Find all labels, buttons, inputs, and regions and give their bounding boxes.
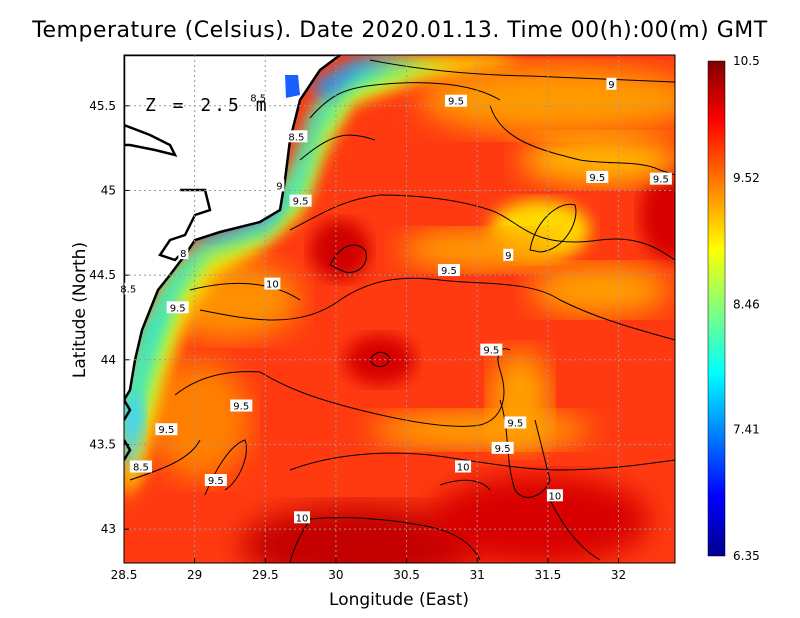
contour-label-bg: [480, 343, 503, 356]
plot-frame: [123, 54, 676, 564]
contour-label: 9.5: [158, 425, 174, 436]
contour-label: 9.5: [293, 197, 309, 208]
x-tick-label: 30.5: [393, 568, 420, 582]
depth-label: Z = 2.5 m: [145, 95, 270, 116]
contour-label-bg: [129, 460, 152, 473]
temperature-field: [124, 55, 675, 563]
contour-label: 10: [457, 462, 470, 473]
y-axis-title: Latitude (North): [70, 241, 90, 379]
contour-label: 9.5: [448, 97, 464, 108]
colorbar-label: 10.5: [733, 54, 760, 68]
x-ticks: 28.5 29 29.5 30 30.5 31 31.5 32: [111, 558, 626, 582]
contour-label: 8.5: [250, 93, 266, 104]
y-ticks: 43 43.5 44 44.5 45 45.5: [89, 99, 129, 536]
contour-label: 9.5: [653, 175, 669, 186]
x-axis-title: Longitude (East): [329, 590, 469, 610]
contour-label: 8: [180, 249, 186, 260]
contour-label-bg: [178, 247, 189, 260]
contour-labels: 9 9.5 9.5 9.5 8.5 8.5 9 9.5 8 8.5 9.5 10 9 9.5 9.5 9.5 9…: [117, 77, 672, 524]
colorbar-label: 9.52: [733, 171, 760, 185]
contour-label: 8.5: [288, 132, 304, 143]
contour-label: 9: [276, 181, 282, 192]
grid-lines: [124, 55, 675, 563]
x-tick-label: 29.5: [252, 568, 279, 582]
y-tick-label: 45: [101, 183, 116, 197]
contour-label-bg: [264, 277, 281, 290]
colorbar: [707, 60, 726, 557]
contour-label: 8.5: [133, 462, 149, 473]
contour-label-bg: [504, 416, 527, 429]
contour-label-bg: [166, 301, 189, 314]
contour-label-bg: [289, 194, 312, 207]
contour-label-bg: [455, 460, 472, 473]
contour-label: 10: [549, 491, 562, 502]
contour-label-bg: [606, 77, 617, 90]
x-tick-label: 28.5: [111, 568, 138, 582]
contour-label-bg: [586, 170, 609, 183]
contour-label-bg: [546, 489, 563, 502]
contour-label: 10: [266, 280, 279, 291]
contour-label: 9.5: [507, 418, 523, 429]
colorbar-label: 7.41: [733, 423, 760, 437]
contour-label: 9.5: [483, 346, 499, 357]
colorbar-labels: 10.5 9.52 8.46 7.41 6.35: [733, 54, 760, 563]
x-tick-label: 31.5: [534, 568, 561, 582]
contour-label: 9.5: [495, 444, 511, 455]
contour-label: 10: [296, 513, 309, 524]
contour-label-bg: [155, 423, 178, 436]
x-tick-label: 30: [328, 568, 343, 582]
contour-label-bg: [230, 399, 253, 412]
y-tick-label: 44.5: [89, 268, 116, 282]
contour-label: 9: [505, 251, 511, 262]
contour-label: 9.5: [233, 402, 249, 413]
x-tick-label: 29: [187, 568, 202, 582]
contour-label: 8.5: [120, 285, 136, 296]
contour-label: 9: [608, 80, 614, 91]
contour-label-bg: [204, 474, 227, 487]
contour-label-bg: [294, 511, 311, 524]
contour-label-bg: [649, 172, 672, 185]
contour-label-bg: [437, 264, 460, 277]
contour-label-bg: [503, 248, 514, 261]
contour-label: 9.5: [441, 266, 457, 277]
contour-label: 9.5: [208, 476, 224, 487]
y-tick-label: 44: [101, 353, 116, 367]
contour-label-bg: [247, 91, 270, 104]
contour-label: 9.5: [589, 173, 605, 184]
y-tick-label: 43.5: [89, 437, 116, 451]
contour-label-bg: [274, 179, 285, 192]
y-tick-label: 43: [101, 522, 116, 536]
y-tick-label: 45.5: [89, 99, 116, 113]
x-tick-label: 31: [470, 568, 485, 582]
colorbar-label: 8.46: [733, 297, 760, 311]
contour-label-bg: [117, 282, 140, 295]
contour-label-bg: [445, 94, 468, 107]
map-title: Temperature (Celsius). Date 2020.01.13. …: [32, 18, 768, 43]
colorbar-label: 6.35: [733, 549, 760, 563]
contour-label-bg: [285, 130, 308, 143]
contour-label-bg: [491, 441, 514, 454]
x-tick-label: 32: [611, 568, 626, 582]
contour-label: 9.5: [170, 303, 186, 314]
